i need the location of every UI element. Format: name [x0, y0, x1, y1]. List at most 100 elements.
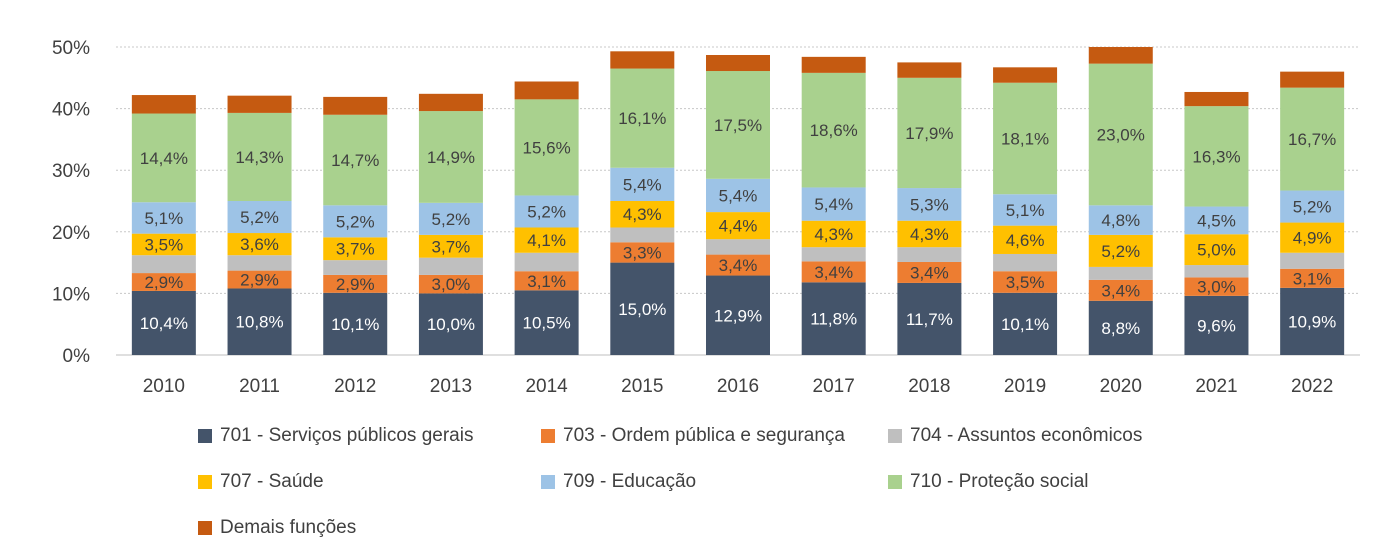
- x-tick-label: 2016: [717, 376, 759, 397]
- bar-segment: [610, 167, 675, 201]
- bar-segment: [801, 187, 866, 221]
- bar-segment: [706, 212, 770, 240]
- y-tick-label: 30%: [52, 161, 90, 182]
- bar-segment: [418, 234, 483, 258]
- data-label: 3,4%: [910, 263, 949, 282]
- x-tick-label: 2022: [1291, 376, 1333, 397]
- bar-segment: [610, 201, 675, 228]
- bar-segment: [1280, 287, 1345, 355]
- data-label: 3,1%: [1293, 269, 1332, 288]
- data-label: 3,5%: [144, 235, 183, 254]
- legend-item: 707 - Saúde: [198, 471, 324, 493]
- bar-segment: [418, 202, 483, 235]
- bar-segment: [1280, 190, 1345, 223]
- data-label: 2,9%: [336, 275, 375, 294]
- bar-segment: [323, 237, 388, 261]
- bar-segment: [897, 220, 962, 248]
- bar-segment: [897, 188, 962, 221]
- y-tick-label: 10%: [52, 284, 90, 305]
- data-label: 18,6%: [810, 121, 858, 140]
- data-label: 16,7%: [1288, 130, 1336, 149]
- data-label: 14,3%: [235, 148, 283, 167]
- bar-segment: [993, 253, 1058, 272]
- data-label: 14,9%: [427, 148, 475, 167]
- bar-segment: [1088, 300, 1153, 355]
- bar-segment: [514, 195, 579, 228]
- data-label: 10,1%: [1001, 315, 1049, 334]
- legend-label: Demais funções: [220, 517, 357, 538]
- data-label: 14,7%: [331, 151, 379, 170]
- bar-segment: [1088, 266, 1153, 280]
- bar-segment: [610, 51, 675, 69]
- legend-swatch: [198, 475, 212, 489]
- bar-segment: [131, 202, 196, 234]
- x-tick-label: 2017: [813, 376, 855, 397]
- bar-segment: [514, 227, 579, 253]
- bar-segment: [227, 201, 292, 234]
- bar-segment: [418, 93, 483, 112]
- data-label: 11,8%: [810, 310, 857, 329]
- bar-segment: [1088, 279, 1153, 301]
- bar-segment: [897, 282, 962, 355]
- data-label: 10,5%: [523, 314, 571, 333]
- data-label: 15,6%: [523, 138, 571, 157]
- legend-item: 703 - Ordem pública e segurança: [541, 425, 845, 447]
- bar-segment: [610, 227, 675, 243]
- data-label: 5,2%: [1101, 242, 1140, 261]
- data-label: 5,2%: [1293, 198, 1332, 217]
- data-label: 4,1%: [527, 231, 566, 250]
- legend-item: 701 - Serviços públicos gerais: [198, 425, 473, 447]
- bar-segment: [993, 194, 1058, 226]
- bar-segment: [801, 247, 866, 262]
- bar-segment: [323, 260, 388, 275]
- bar-segment: [1184, 234, 1249, 266]
- y-tick-label: 0%: [63, 346, 91, 367]
- data-label: 10,1%: [331, 315, 379, 334]
- legend-label: 703 - Ordem pública e segurança: [563, 425, 845, 446]
- bar-segment: [1088, 47, 1153, 64]
- data-label: 17,9%: [905, 124, 953, 143]
- legend-swatch: [541, 429, 555, 443]
- bar-segment: [418, 274, 483, 294]
- bar-segment: [897, 247, 962, 262]
- bar-segment: [227, 233, 292, 256]
- bar-segment: [1184, 106, 1249, 207]
- legend-swatch: [541, 475, 555, 489]
- bar-segment: [801, 220, 866, 248]
- data-label: 5,0%: [1197, 241, 1236, 260]
- data-label: 5,2%: [240, 208, 279, 227]
- data-label: 4,3%: [910, 225, 949, 244]
- bar-segment: [1184, 265, 1249, 278]
- bar-segment: [323, 292, 388, 355]
- bar-segment: [1280, 222, 1345, 253]
- x-tick-label: 2020: [1100, 376, 1142, 397]
- data-label: 10,9%: [1288, 312, 1336, 331]
- data-label: 16,3%: [1192, 147, 1240, 166]
- y-tick-label: 20%: [52, 223, 90, 244]
- data-label: 4,3%: [814, 225, 853, 244]
- x-axis-labels: 2010 2011 2012 2013 2014 2015 2016 2017 2018 2019…: [143, 376, 1334, 397]
- legend-swatch: [888, 429, 902, 443]
- bar-segment: [993, 292, 1058, 355]
- bar-segment: [418, 257, 483, 275]
- bar-segment: [801, 261, 866, 283]
- data-label: 2,9%: [144, 273, 183, 292]
- data-label: 11,7%: [906, 310, 953, 329]
- data-label: 9,6%: [1197, 316, 1236, 335]
- bar-segment: [993, 82, 1058, 195]
- x-tick-label: 2014: [525, 376, 568, 397]
- bar-segment: [131, 290, 196, 355]
- data-label: 5,1%: [144, 209, 183, 228]
- data-label: 2,9%: [240, 271, 279, 290]
- bar-segment: [323, 96, 388, 115]
- bar-segment: [706, 178, 770, 213]
- bar-segment: [1280, 252, 1345, 269]
- data-label: 4,8%: [1101, 211, 1140, 230]
- bar-segment: [131, 113, 196, 203]
- data-label: 3,7%: [336, 240, 375, 259]
- data-label: 12,9%: [714, 306, 762, 325]
- data-label: 3,6%: [240, 235, 279, 254]
- legend-label: 707 - Saúde: [220, 471, 324, 492]
- bar-segment: [706, 55, 770, 72]
- x-tick-label: 2015: [621, 376, 663, 397]
